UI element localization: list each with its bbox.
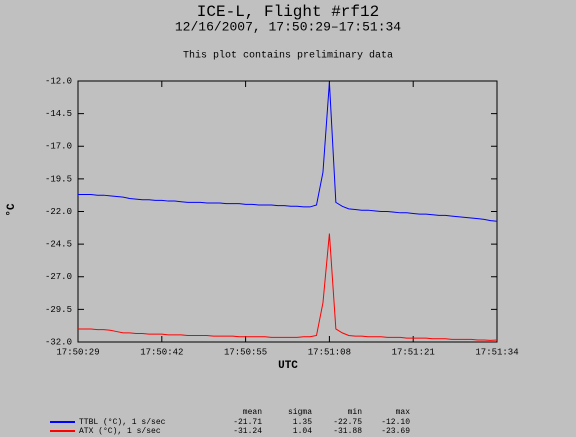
chart-title: ICE-L, Flight #rf12 — [197, 3, 379, 21]
y-axis-label: °C — [6, 203, 18, 217]
series-line — [78, 233, 498, 341]
legend-label: ATX (°C), 1 s/sec — [79, 427, 161, 436]
summary-value: -21.71 — [233, 418, 262, 427]
plot-frame — [77, 80, 498, 343]
y-tick-label: -22.0 — [45, 207, 72, 217]
summary-value: 1.04 — [293, 427, 312, 436]
y-tick-label: -19.5 — [45, 174, 72, 184]
x-tick-label: 17:50:55 — [224, 347, 267, 357]
series-line — [78, 82, 498, 222]
x-tick-label: 17:51:34 — [475, 347, 518, 357]
x-tick-label: 17:51:08 — [308, 347, 351, 357]
summary-value: -12.10 — [381, 418, 410, 427]
summary-header: mean — [243, 408, 262, 417]
x-tick-label: 17:50:29 — [56, 347, 99, 357]
x-tick-label: 17:50:42 — [140, 347, 183, 357]
y-tick-label: -24.5 — [45, 240, 72, 250]
y-tick-label: -17.0 — [45, 142, 72, 152]
summary-header: max — [396, 408, 411, 417]
summary-value: 1.35 — [293, 418, 312, 427]
legend-label: TTBL (°C), 1 s/sec — [79, 418, 166, 427]
y-tick-label: -32.0 — [45, 337, 72, 347]
chart-note: This plot contains preliminary data — [183, 50, 393, 62]
summary-value: -31.88 — [333, 427, 362, 436]
summary-header: min — [348, 408, 363, 417]
summary-value: -22.75 — [333, 418, 362, 427]
y-tick-label: -12.0 — [45, 76, 72, 86]
summary-value: -31.24 — [233, 427, 262, 436]
y-tick-label: -27.0 — [45, 272, 72, 282]
chart-subtitle: 12/16/2007, 17:50:29–17:51:34 — [175, 19, 401, 34]
y-tick-label: -14.5 — [45, 109, 72, 119]
summary-header: sigma — [288, 408, 312, 417]
x-tick-label: 17:51:21 — [392, 347, 435, 357]
summary-value: -23.69 — [381, 427, 410, 436]
y-tick-label: -29.5 — [45, 305, 72, 315]
x-axis-label: UTC — [278, 360, 298, 372]
